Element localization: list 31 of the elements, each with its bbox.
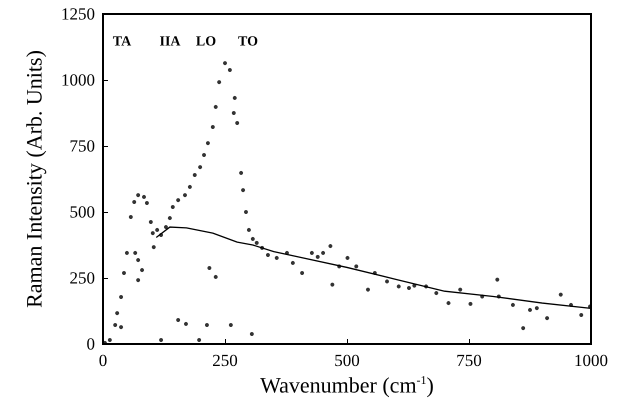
point <box>119 325 124 330</box>
point <box>214 274 218 279</box>
point <box>136 258 140 262</box>
y-tick-label: 750 <box>70 136 95 156</box>
y-tick-label: 250 <box>70 268 95 288</box>
y-axis-title: Raman Intensity (Arb. Units) <box>22 50 46 308</box>
y-tick-label: 1250 <box>61 4 95 24</box>
x-tick-label: 750 <box>456 351 482 370</box>
x-tick-label: 0 <box>98 351 108 370</box>
point <box>204 322 209 327</box>
y-tick-label: 1000 <box>61 70 95 90</box>
point <box>197 338 202 342</box>
point <box>136 278 140 282</box>
annotation: LO <box>196 34 216 50</box>
point <box>184 322 188 326</box>
y-tick-label: 0 <box>86 334 95 354</box>
point <box>250 332 254 336</box>
y-tick-label: 500 <box>70 202 95 222</box>
annotation: TO <box>238 34 258 50</box>
x-tick-label: 1000 <box>574 351 608 370</box>
point <box>140 268 144 272</box>
point <box>207 266 212 270</box>
x-tick-label: 250 <box>212 351 238 370</box>
x-tick-label: 500 <box>334 351 360 370</box>
annotation: IIA <box>159 34 182 50</box>
point <box>176 318 180 322</box>
point <box>159 338 164 342</box>
point <box>228 322 233 327</box>
annotation: TA <box>112 34 132 50</box>
point <box>133 250 138 255</box>
point <box>521 326 526 330</box>
